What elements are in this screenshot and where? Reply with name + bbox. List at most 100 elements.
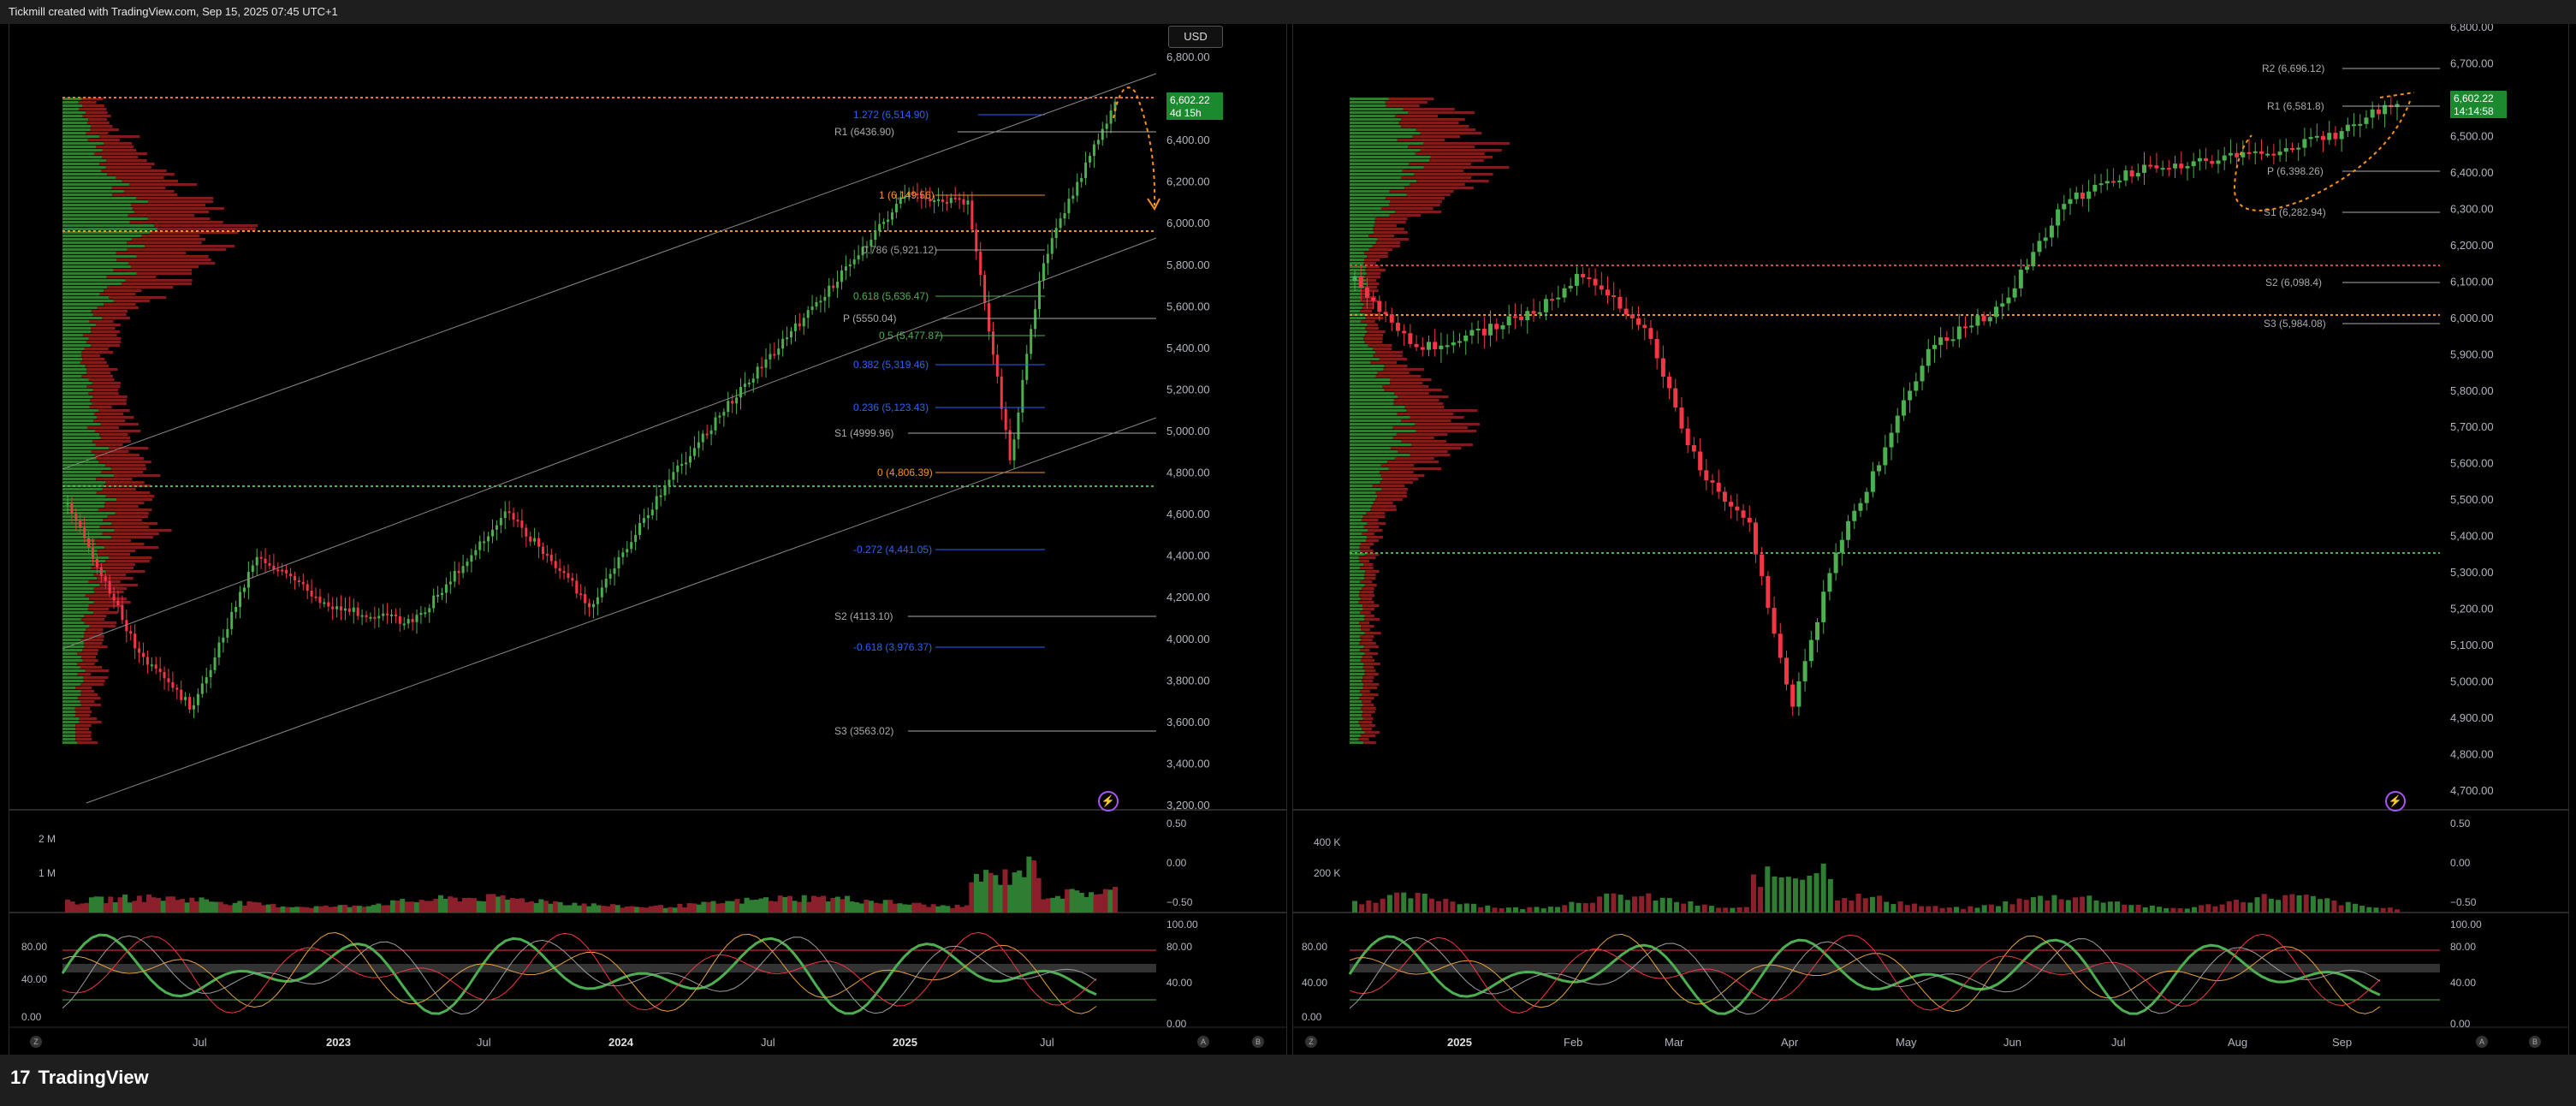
volume-bar [265,904,271,913]
candle-body [848,264,852,267]
candle-body [802,318,805,327]
candle-body [213,657,217,670]
volume-bar [1527,907,1533,913]
left-chart-pane[interactable]: 6,800.006,600.006,400.006,200.006,000.00… [9,24,1287,1055]
volume-bar [2247,902,2253,913]
zoom-icon[interactable]: Z [30,1036,42,1048]
volume-profile-bar [62,409,99,412]
candle-body [663,485,667,496]
settings-icon[interactable]: B [2529,1036,2541,1048]
volume-bar [849,901,855,913]
candle-body [239,592,242,608]
volume-bar [2226,901,2232,913]
volume-bar [810,895,816,913]
volume-bar [1499,907,1505,913]
volume-profile-bar [1361,714,1372,717]
volume-bar [1981,905,1987,913]
volume-bar [2366,907,2372,913]
candle-body [1101,128,1104,140]
volume-bar [782,896,788,913]
volume-profile-bar [1360,649,1370,651]
volume-profile-bar [1364,618,1380,621]
candle-body [2043,237,2048,241]
volume-profile-bar [91,125,113,128]
volume-bar [1897,901,1903,913]
lightning-icon[interactable]: ⚡ [2385,791,2406,812]
volume-bar [1988,904,1994,913]
candle-body [1938,337,1944,345]
volume-profile-bar [127,248,227,251]
volume-profile-bar [1350,570,1366,573]
volume-bar [437,895,443,913]
volume-profile-bar [62,724,76,727]
volume-profile-bar [1350,306,1362,309]
volume-profile-bar [62,395,93,398]
volume-profile-bar [95,324,121,326]
zoom-icon[interactable]: Z [1305,1036,1317,1048]
candle-body [331,606,335,609]
volume-profile-bar [62,491,97,494]
price-axis-label: 6,300.00 [2450,202,2494,215]
volume-bar [2296,895,2302,913]
volume-profile-bar [1373,354,1403,357]
right-chart-canvas[interactable]: 6,800.006,700.006,600.006,500.006,400.00… [1293,24,2568,1055]
volume-profile-bar [125,279,193,282]
candle-body [2352,124,2357,127]
volume-profile-bar [62,125,92,128]
candle-body [512,513,515,520]
auto-scale-icon[interactable]: A [2476,1036,2488,1048]
auto-scale-icon[interactable]: A [1197,1036,1209,1048]
volume-profile-bar [1350,354,1374,357]
left-chart-canvas[interactable]: 6,800.006,600.006,400.006,200.006,000.00… [9,24,1286,1055]
volume-profile-bar [1411,443,1473,446]
settings-icon[interactable]: B [1252,1036,1264,1048]
volume-profile-bar [1400,176,1471,179]
volume-profile-bar [62,146,97,148]
candle-body [806,310,810,318]
volume-profile-bar [1383,368,1424,371]
volume-bar [356,906,362,913]
volume-label: 400 K [1314,836,1340,848]
candle-body [819,300,822,303]
volume-bar [777,895,783,913]
volume-profile-bar [75,687,92,689]
volume-profile-bar [1350,450,1398,453]
volume-bar [600,906,606,913]
volume-bar [1422,893,1427,913]
volume-profile-bar [62,457,97,460]
candle-body [507,511,511,514]
volume-bar [988,872,994,913]
volume-bar [1401,892,1407,913]
volume-profile-bar [103,519,142,521]
volume-profile-bar [62,652,77,655]
volume-profile-bar [1350,245,1373,247]
volume-profile-bar [1350,676,1363,679]
currency-selector[interactable]: USD [1168,26,1223,48]
tradingview-logo[interactable]: 17 TradingView [10,1067,149,1089]
volume-profile-bar [88,337,122,340]
volume-bar [586,906,592,913]
volume-profile-bar [1350,673,1365,675]
volume-profile-bar [1350,241,1376,244]
candle-body [1457,341,1463,343]
volume-profile-bar [75,731,92,734]
volume-bar [969,882,975,913]
candle-body [145,657,149,665]
volume-profile-bar [1350,409,1407,412]
volume-profile-bar [62,563,95,566]
candle-body [306,584,309,592]
price-axis-label: 5,800.00 [2450,384,2494,397]
volume-profile-bar [1350,481,1380,484]
volume-bar [1674,901,1680,913]
volume-profile-bar [1364,286,1378,288]
volume-profile-bar [1350,615,1365,617]
volume-profile-bar [1389,190,1454,193]
volume-bar [864,899,870,913]
volume-profile-bar [62,604,89,607]
volume-bar [2184,908,2190,913]
osc-left-label: 0.00 [1302,1011,1322,1023]
lightning-icon[interactable]: ⚡ [1098,791,1119,812]
candle-body [272,565,276,570]
top-bar: Tickmill created with TradingView.com, S… [0,0,2576,24]
right-chart-pane[interactable]: 6,800.006,700.006,600.006,500.006,400.00… [1292,24,2569,1055]
